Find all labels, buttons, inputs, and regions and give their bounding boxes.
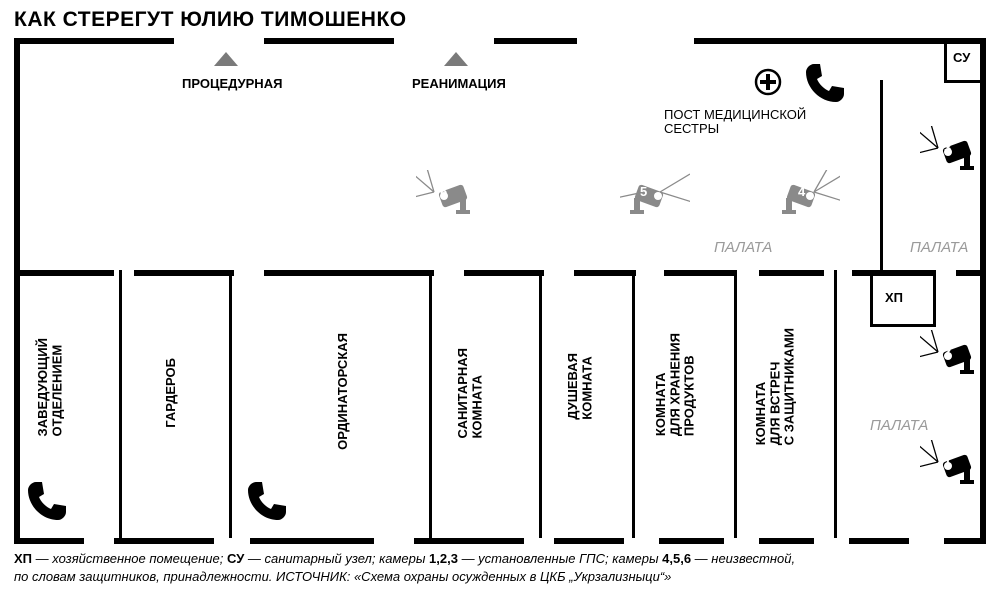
xp-wall-r [933, 270, 936, 324]
camera-6-num: 6 [440, 184, 447, 199]
camera-2-num: 2 [944, 344, 951, 359]
room-storage-l1: КОМНАТА [653, 373, 668, 437]
mid-h-5 [574, 270, 636, 276]
entry-label-procedure: ПРОЦЕДУРНАЯ [182, 76, 282, 91]
mid-h-9 [956, 270, 986, 276]
infographic-root: КАК СТЕРЕГУТ ЮЛИЮ ТИМОШЕНКО СУ [0, 0, 1000, 598]
room-wardrobe-l1: ГАРДЕРОБ [163, 358, 178, 428]
part-v-1 [119, 270, 122, 538]
wall-outer-right-2 [980, 80, 986, 544]
room-shower-l1: ДУШЕВАЯ [565, 353, 580, 420]
room-wardrobe-label: ГАРДЕРОБ [164, 358, 178, 428]
room-sanitary-l2: КОМНАТА [469, 375, 484, 439]
room-head-l1: ЗАВЕДУЮЩИЙ [35, 338, 50, 436]
part-v-4 [539, 270, 542, 538]
camera-3-num: 3 [944, 140, 951, 155]
room-shower-l2: КОМНАТА [579, 356, 594, 420]
wall-top-3 [494, 38, 574, 44]
wall-outer-left [14, 38, 20, 544]
xp-wall-l [870, 270, 873, 324]
part-v-6 [734, 270, 737, 538]
floor-plan: СУ [14, 38, 986, 544]
nurse-post-line2: СЕСТРЫ [664, 121, 719, 136]
room-sanitary-label: САНИТАРНАЯ КОМНАТА [456, 348, 485, 439]
phone-icon-head [24, 478, 70, 529]
upper-left-stub [574, 38, 577, 44]
page-title: КАК СТЕРЕГУТ ЮЛИЮ ТИМОШЕНКО [14, 8, 407, 32]
bot-h-1 [14, 538, 84, 544]
room-shower-label: ДУШЕВАЯ КОМНАТА [566, 353, 595, 420]
room-meeting-l3: С ЗАЩИТНИКАМИ [782, 328, 797, 445]
room-ordinator-l1: ОРДИНАТОРСКАЯ [335, 333, 350, 450]
room-storage-l3: ПРОДУКТОВ [682, 355, 697, 436]
entry-arrow-procedure [214, 52, 238, 66]
entry-arrow-reanimation [444, 52, 468, 66]
xp-label: ХП [885, 290, 903, 305]
part-v-7 [834, 270, 837, 538]
xp-wall-b [870, 324, 936, 327]
wall-top-4 [694, 38, 986, 44]
mid-h-4 [464, 270, 544, 276]
mid-h-8 [852, 270, 936, 276]
mid-h-7 [759, 270, 824, 276]
room-storage-label: КОМНАТА ДЛЯ ХРАНЕНИЯ ПРОДУКТОВ [654, 333, 697, 436]
nurse-post-label: ПОСТ МЕДИЦИНСКОЙ СЕСТРЫ [664, 108, 806, 137]
bot-h-7 [759, 538, 814, 544]
mid-h-6 [664, 270, 734, 276]
bot-h-3 [250, 538, 374, 544]
medcross-icon [754, 68, 782, 101]
camera-5-num: 5 [640, 184, 647, 199]
entry-label-reanimation: РЕАНИМАЦИЯ [412, 76, 506, 91]
part-v-5 [632, 270, 635, 538]
wall-top-2 [264, 38, 394, 44]
mid-h-2 [134, 270, 234, 276]
part-v-2 [229, 270, 232, 538]
bot-h-2 [114, 538, 214, 544]
ward-label-1: ПАЛАТА [714, 240, 772, 257]
legend: ХП — хозяйственное помещение; СУ — санит… [14, 550, 986, 585]
part-v-3 [429, 270, 432, 538]
wall-outer-right-1 [980, 38, 986, 80]
mid-h-1 [14, 270, 114, 276]
room-meeting-l1: КОМНАТА [753, 382, 768, 446]
bot-h-4 [414, 538, 524, 544]
bot-h-6 [659, 538, 724, 544]
upper-ward-div [880, 80, 883, 270]
room-ordinator-label: ОРДИНАТОРСКАЯ [336, 333, 350, 450]
phone-icon-nurse [802, 60, 848, 111]
bot-h-8 [849, 538, 909, 544]
camera-4-num: 4 [798, 184, 805, 199]
su-label: СУ [953, 50, 970, 65]
room-meeting-l2: ДЛЯ ВСТРЕЧ [767, 362, 782, 446]
mid-h-3 [264, 270, 434, 276]
su-wall-l [944, 38, 947, 80]
room-meeting-label: КОМНАТА ДЛЯ ВСТРЕЧ С ЗАЩИТНИКАМИ [754, 328, 797, 445]
room-sanitary-l1: САНИТАРНАЯ [455, 348, 470, 439]
ward-label-3: ПАЛАТА [870, 418, 928, 435]
wall-top-1 [14, 38, 174, 44]
nurse-post-line1: ПОСТ МЕДИЦИНСКОЙ [664, 107, 806, 122]
su-wall-b [944, 80, 986, 83]
ward-label-2: ПАЛАТА [910, 240, 968, 257]
room-head-l2: ОТДЕЛЕНИЕМ [49, 345, 64, 437]
phone-icon-ordinator [244, 478, 290, 529]
room-storage-l2: ДЛЯ ХРАНЕНИЯ [667, 333, 682, 436]
camera-1-num: 1 [944, 454, 951, 469]
bot-h-5 [554, 538, 624, 544]
room-head-label: ЗАВЕДУЮЩИЙ ОТДЕЛЕНИЕМ [36, 338, 65, 436]
bot-h-9 [944, 538, 986, 544]
